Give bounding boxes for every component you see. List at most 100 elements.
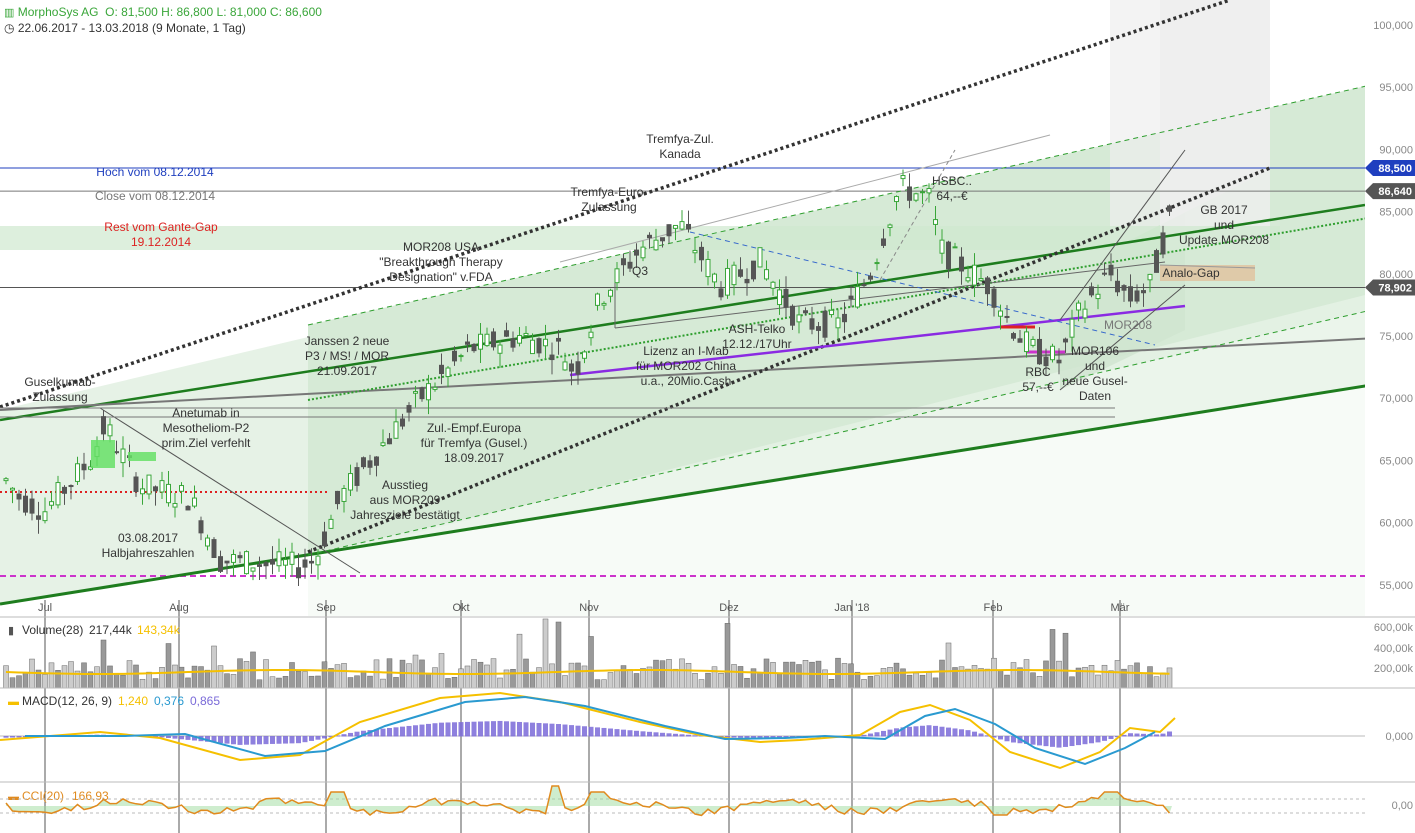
macd-hist-bar xyxy=(354,731,360,737)
volume-bar xyxy=(588,636,594,689)
macd-hist-bar xyxy=(374,729,379,737)
candle-body xyxy=(978,278,984,281)
macd-hist-bar xyxy=(361,730,366,737)
candle-body xyxy=(387,438,392,445)
macd-hist-bar xyxy=(764,736,769,739)
macd-hist-bar xyxy=(1024,736,1029,744)
volume-bar xyxy=(1049,629,1056,689)
volume-bar xyxy=(581,665,588,689)
candle-body xyxy=(166,483,171,504)
candle-body xyxy=(140,488,145,495)
volume-bar xyxy=(230,674,237,689)
candle-body xyxy=(757,247,763,268)
candle-body xyxy=(595,293,600,306)
macd-tick: 0,000 xyxy=(1385,731,1413,743)
candle-body xyxy=(380,442,386,446)
macd-hist-bar xyxy=(504,721,509,737)
candle-body xyxy=(452,350,457,362)
annotation-line: u.a., 20Mio.Cash xyxy=(641,374,732,388)
y-tick-label: 60,000 xyxy=(1379,518,1413,530)
cci-line xyxy=(5,785,1171,817)
candle-body xyxy=(1095,293,1101,300)
candle-body xyxy=(400,418,405,427)
volume-bar xyxy=(893,662,900,689)
macd-hist-bar xyxy=(640,731,646,737)
annotation-line: P3 / MS! / MOR xyxy=(305,349,389,363)
volume-tick: 400,00k xyxy=(1374,643,1414,655)
volume-tick: 200,00k xyxy=(1374,663,1414,675)
annotation-line: und xyxy=(1214,218,1234,232)
volume-bar xyxy=(373,659,380,689)
volume-bar xyxy=(822,669,828,689)
macd-hist-bar xyxy=(946,727,951,737)
candle-body xyxy=(62,486,67,494)
macd-hist-bar xyxy=(1134,733,1140,737)
candle-body xyxy=(1102,272,1107,275)
symbol-name[interactable]: MorphoSys AG xyxy=(17,5,99,19)
volume-panel: ▮ Volume(28) 217,44k 143,34k 600,00k 400,00k 2… xyxy=(3,618,1414,689)
volume-bar xyxy=(22,672,29,689)
candle-body xyxy=(575,361,581,375)
level-label: Hoch vom 08.12.2014 xyxy=(96,165,214,179)
candle-body xyxy=(770,281,776,289)
macd-hist-bar xyxy=(686,734,691,737)
candle-body xyxy=(276,551,282,567)
volume-bar xyxy=(100,639,107,689)
candle-body xyxy=(621,258,626,266)
volume-bar xyxy=(9,677,16,689)
volume-bar xyxy=(685,663,692,689)
macd-hist-bar xyxy=(348,732,353,737)
y-tick-label: 100,000 xyxy=(1373,20,1413,32)
macd-hist-bar xyxy=(1102,736,1107,741)
candle-body xyxy=(1011,333,1016,339)
annotation-text: ASH-Telko 12.12./17Uhr xyxy=(722,322,791,351)
volume-bar xyxy=(555,621,562,689)
light-trend-line xyxy=(559,134,1051,263)
volume-bar xyxy=(211,645,217,689)
macd-hist-bar xyxy=(406,725,412,737)
macd-hist-bar xyxy=(471,721,477,737)
macd-hist-bar xyxy=(400,726,405,737)
macd-hist-bar xyxy=(458,722,464,737)
candle-body xyxy=(504,330,509,337)
candle-body xyxy=(543,338,548,347)
candle-body xyxy=(1134,290,1140,302)
y-tick-label: 70,000 xyxy=(1379,393,1413,405)
candle-body xyxy=(1056,359,1062,364)
volume-tick: 600,00k xyxy=(1374,622,1414,634)
date-range: ◷ 22.06.2017 - 13.03.2018 (9 Monate, 1 T… xyxy=(4,21,246,35)
cci-area xyxy=(6,786,1172,816)
cci-value: 166,93 xyxy=(72,789,109,803)
volume-bar xyxy=(282,676,289,689)
cci-title: CCI(20) xyxy=(22,789,64,803)
volume-bar xyxy=(380,678,386,689)
macd-hist-bar xyxy=(270,736,275,744)
annotation-line: "Breakthrough Therapy xyxy=(379,255,502,269)
volume-bar xyxy=(289,662,295,689)
volume-bar xyxy=(562,675,568,689)
price-marker-label: 86,640 xyxy=(1378,186,1412,198)
macd-hist-bar xyxy=(478,721,483,737)
volume-bar xyxy=(1010,662,1017,689)
x-tick-label: Nov xyxy=(579,602,599,614)
macd-hist-bar xyxy=(257,736,262,745)
volume-bar xyxy=(354,675,360,689)
volume-bar xyxy=(367,675,373,689)
macd-hist-bar xyxy=(166,736,171,739)
volume-bar xyxy=(1095,674,1101,689)
macd-hist-bar xyxy=(978,733,984,737)
macd-hist-bar xyxy=(874,732,880,737)
y-tick-label: 95,000 xyxy=(1379,82,1413,94)
candle-body xyxy=(569,363,574,372)
annotation-line: Q3 xyxy=(632,264,648,278)
macd-hist-bar xyxy=(1128,733,1133,737)
volume-bar xyxy=(789,661,796,689)
macd-hist-bar xyxy=(608,728,613,737)
candle-body xyxy=(250,567,256,572)
volume-bar xyxy=(848,663,854,689)
volume-bar xyxy=(1036,676,1043,689)
annotation-line: RBC xyxy=(1025,365,1051,379)
macd-hist-bar xyxy=(725,736,730,738)
volume-bar xyxy=(1069,676,1075,689)
